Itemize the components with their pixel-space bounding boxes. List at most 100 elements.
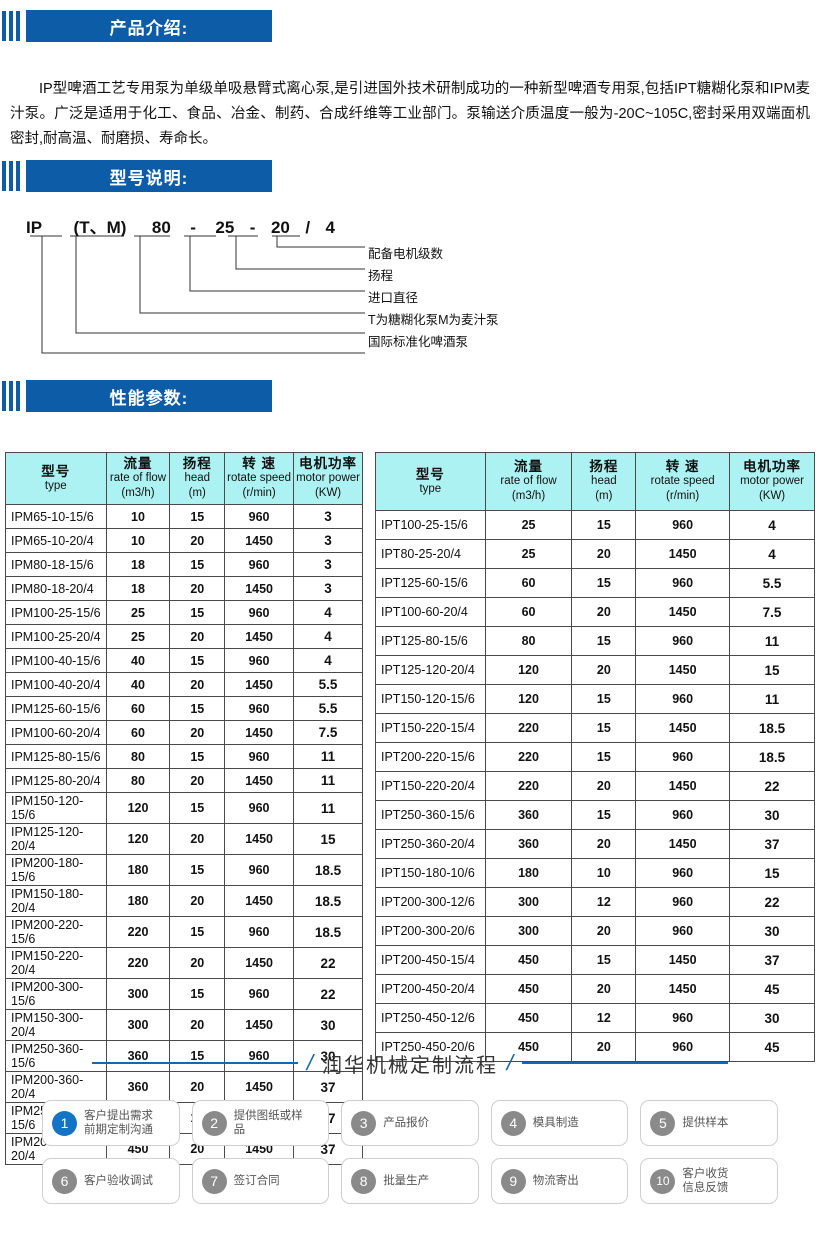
flow-step-label-7: 签订合同 bbox=[233, 1175, 280, 1187]
ipt-cell-r13-c0: IPT200-300-12/6 bbox=[375, 887, 486, 917]
table-row: IPT200-220-15/6 220 15 960 18.5 bbox=[375, 742, 815, 772]
ipm-cell-r1-c0: IPM65-10-20/4 bbox=[5, 528, 107, 553]
flow-rule-right bbox=[522, 1062, 729, 1064]
ipm-cell-r10-c2: 15 bbox=[169, 744, 226, 769]
ipt-cell-r6-c0: IPT150-120-15/6 bbox=[375, 684, 486, 714]
table-row: IPT100-25-15/6 25 15 960 4 bbox=[375, 510, 815, 540]
ipt-cell-r9-c2: 20 bbox=[571, 771, 637, 801]
ipm-cell-r5-c4: 4 bbox=[293, 624, 363, 649]
ipm-col-header-unit-2: (m) bbox=[188, 487, 206, 499]
table-row: IPM250-360-15/6 360 15 960 30 bbox=[5, 1040, 363, 1072]
ipm-cell-r16-c2: 15 bbox=[169, 916, 226, 948]
table-row: IPM150-180-20/4 180 20 1450 18.5 bbox=[5, 885, 363, 917]
ipt-col-header-unit-2: (m) bbox=[595, 490, 613, 502]
ipt-cell-r8-c3: 960 bbox=[635, 742, 731, 772]
flow-step-card-1[interactable]: 1 客户提出需求 前期定制沟通 bbox=[42, 1100, 180, 1146]
flow-step-card-5[interactable]: 5 提供样本 bbox=[640, 1100, 778, 1146]
table-row: IPM65-10-15/6 10 15 960 3 bbox=[5, 504, 363, 529]
table-row: IPM200-180-15/6 180 15 960 18.5 bbox=[5, 854, 363, 886]
ipt-cell-r11-c3: 1450 bbox=[635, 829, 731, 859]
ipt-cell-r3-c0: IPT100-60-20/4 bbox=[375, 597, 486, 627]
custom-flow-title-bar: / 润华机械定制流程 / bbox=[0, 1043, 820, 1083]
ipm-cell-r7-c0: IPM100-40-20/4 bbox=[5, 672, 107, 697]
ipt-cell-r4-c4: 11 bbox=[729, 626, 815, 656]
decorative-bars-icon bbox=[0, 10, 26, 42]
ipm-cell-r13-c2: 20 bbox=[169, 823, 226, 855]
table-row: IPM100-40-15/6 40 15 960 4 bbox=[5, 648, 363, 673]
ipt-col-header-4: 电机功率 motor power (KW) bbox=[729, 452, 815, 511]
model-legend-standard-beer-pump: 国际标准化啤酒泵 bbox=[368, 335, 469, 349]
ipm-cell-r9-c1: 60 bbox=[105, 720, 171, 745]
ipt-cell-r2-c1: 60 bbox=[484, 568, 573, 598]
ipt-cell-r18-c3: 960 bbox=[635, 1032, 731, 1062]
ipt-cell-r4-c1: 80 bbox=[484, 626, 573, 656]
table-row: IPM150-220-20/4 220 20 1450 22 bbox=[5, 947, 363, 979]
flow-step-card-7[interactable]: 7 签订合同 bbox=[191, 1158, 330, 1204]
ipm-col-header-en-2: head bbox=[184, 472, 211, 484]
ipt-cell-r2-c4: 5.5 bbox=[729, 568, 815, 598]
model-designation-diagram: IP (T、M) 80 - 25 - 20 / 4 配备电机级数 扬程 进口直径… bbox=[0, 205, 600, 370]
ipm-cell-r0-c4: 3 bbox=[293, 504, 363, 529]
ipt-cell-r7-c1: 220 bbox=[484, 713, 573, 743]
code-part-25: 25 bbox=[215, 218, 235, 237]
ipm-cell-r10-c1: 80 bbox=[105, 744, 171, 769]
ipm-col-header-en-0: type bbox=[44, 479, 67, 492]
ipm-cell-r15-c1: 180 bbox=[105, 885, 171, 917]
ipm-cell-r16-c3: 960 bbox=[224, 916, 295, 948]
ipm-cell-r19-c1: 300 bbox=[105, 1009, 171, 1041]
ipm-col-header-4: 电机功率 motor power (KW) bbox=[293, 452, 363, 505]
ipm-col-header-en-4: motor power bbox=[296, 472, 360, 484]
ipt-cell-r12-c3: 960 bbox=[635, 858, 731, 888]
ipt-cell-r6-c1: 120 bbox=[484, 684, 573, 714]
flow-step-card-8[interactable]: 8 批量生产 bbox=[341, 1158, 479, 1204]
table-row: IPT80-25-20/4 25 20 1450 4 bbox=[375, 539, 815, 569]
ipm-cell-r4-c4: 4 bbox=[293, 600, 363, 625]
ipt-col-header-en-3: rotate speed bbox=[650, 475, 715, 487]
ipm-cell-r11-c2: 20 bbox=[169, 768, 226, 793]
ipm-cell-r2-c1: 18 bbox=[105, 552, 171, 577]
ipt-cell-r16-c3: 1450 bbox=[635, 974, 731, 1004]
ipt-col-header-cn-4: 电机功率 bbox=[743, 459, 802, 474]
ipm-col-header-cn-2: 扬程 bbox=[182, 456, 212, 471]
ipm-cell-r3-c3: 1450 bbox=[224, 576, 295, 601]
ipm-cell-r3-c2: 20 bbox=[169, 576, 226, 601]
ipm-cell-r8-c3: 960 bbox=[224, 696, 295, 721]
ipm-cell-r11-c3: 1450 bbox=[224, 768, 295, 793]
model-code-string: IP (T、M) 80 - 25 - 20 / 4 bbox=[26, 213, 335, 238]
ipm-cell-r9-c4: 7.5 bbox=[293, 720, 363, 745]
ipm-cell-r8-c4: 5.5 bbox=[293, 696, 363, 721]
flow-step-card-4[interactable]: 4 模具制造 bbox=[490, 1100, 629, 1146]
model-leader-lines-diagram bbox=[30, 235, 365, 354]
ipt-col-header-cn-0: 型号 bbox=[415, 466, 445, 482]
ipm-cell-r4-c1: 25 bbox=[105, 600, 171, 625]
ipt-cell-r13-c2: 12 bbox=[571, 887, 637, 917]
flow-step-card-3[interactable]: 3 产品报价 bbox=[341, 1100, 479, 1146]
table-row: IPM200-300-15/6 300 15 960 22 bbox=[5, 978, 363, 1010]
custom-flow-row-one: 1 客户提出需求 前期定制沟通 2 提供图纸或样 品 3 产品报价 4 模具制造 5 提供样本 bbox=[42, 1100, 778, 1146]
ipm-cell-r10-c0: IPM125-80-15/6 bbox=[5, 744, 107, 769]
ipt-cell-r10-c0: IPT250-360-15/6 bbox=[375, 800, 486, 830]
ipt-cell-r7-c3: 1450 bbox=[635, 713, 731, 743]
ipt-col-header-en-1: rate of flow bbox=[500, 475, 557, 487]
table-row: IPT250-360-20/4 360 20 1450 37 bbox=[375, 829, 815, 859]
ipm-cell-r20-c1: 360 bbox=[105, 1040, 171, 1072]
flow-step-label-1: 客户提出需求 前期定制沟通 bbox=[84, 1110, 153, 1136]
model-legend-inlet-diameter: 进口直径 bbox=[368, 291, 419, 305]
ipt-cell-r15-c1: 450 bbox=[484, 945, 573, 975]
flow-step-label-6: 客户验收调试 bbox=[84, 1175, 153, 1187]
flow-step-label-3: 产品报价 bbox=[383, 1117, 430, 1129]
ipm-cell-r15-c3: 1450 bbox=[224, 885, 295, 917]
ipt-col-header-unit-3: (r/min) bbox=[666, 490, 700, 502]
flow-step-card-9[interactable]: 9 物流寄出 bbox=[490, 1158, 629, 1204]
ipt-cell-r9-c4: 22 bbox=[729, 771, 815, 801]
ipt-col-header-en-2: head bbox=[591, 475, 617, 487]
ipt-cell-r14-c2: 20 bbox=[571, 916, 637, 946]
ipt-cell-r2-c2: 15 bbox=[571, 568, 637, 598]
flow-step-card-6[interactable]: 6 客户验收调试 bbox=[42, 1158, 180, 1204]
flow-step-number-badge-9: 9 bbox=[500, 1168, 526, 1194]
ipm-cell-r12-c4: 11 bbox=[293, 792, 363, 824]
flow-step-card-10[interactable]: 10 客户收货 信息反馈 bbox=[640, 1158, 778, 1204]
flow-step-card-2[interactable]: 2 提供图纸或样 品 bbox=[191, 1100, 330, 1146]
ipt-cell-r16-c4: 45 bbox=[729, 974, 815, 1004]
ipt-cell-r16-c0: IPT200-450-20/4 bbox=[375, 974, 486, 1004]
